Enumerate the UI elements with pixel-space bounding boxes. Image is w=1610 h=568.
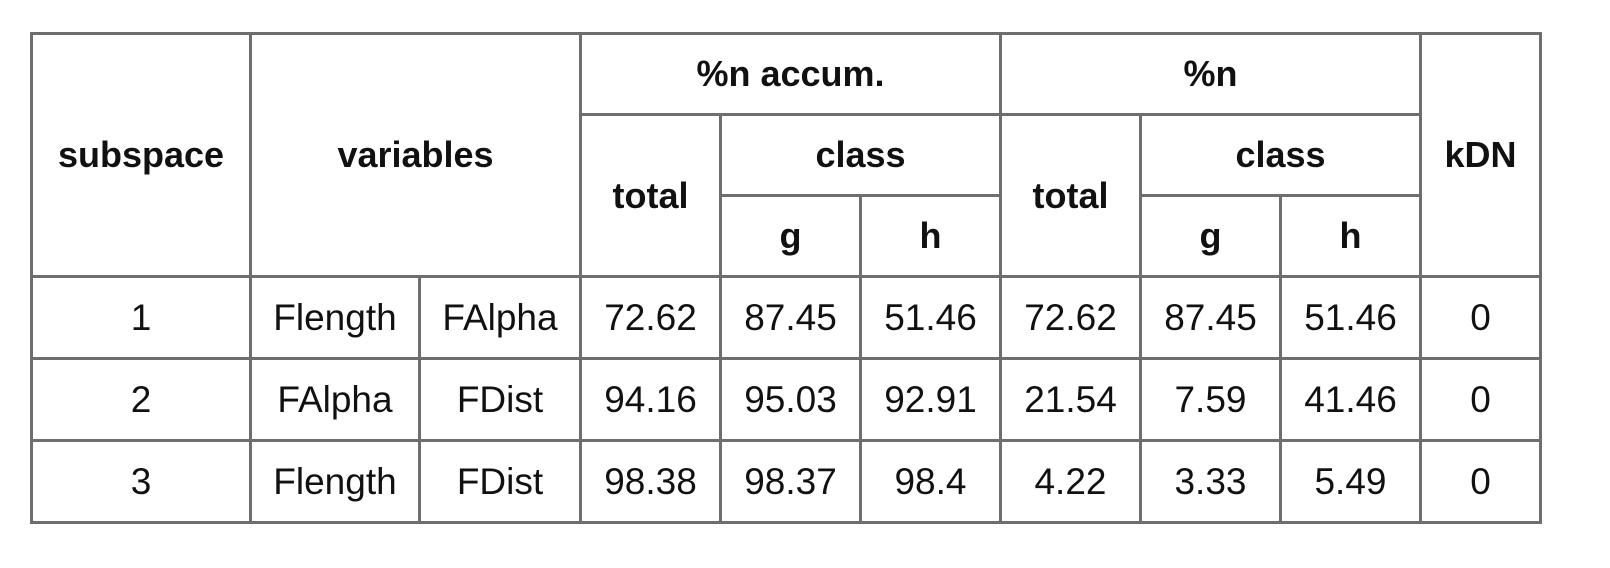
cell-n-h: 5.49 [1279, 439, 1422, 524]
cell-subspace: 1 [30, 275, 252, 360]
header-variables: variables [249, 32, 582, 278]
header-subspace: subspace [30, 32, 252, 278]
cell-n-total: 72.62 [999, 275, 1142, 360]
cell-n-g: 3.33 [1139, 439, 1282, 524]
header-n-total: total [999, 113, 1142, 278]
header-row-3: g h g h [32, 194, 1541, 278]
cell-variable-1: FAlpha [249, 357, 421, 442]
header-accum-h: h [859, 194, 1002, 278]
header-n-g: g [1139, 194, 1282, 278]
cell-accum-g: 98.37 [719, 439, 862, 524]
header-n-class: class [1139, 113, 1422, 197]
cell-subspace: 3 [30, 439, 252, 524]
cell-accum-h: 92.91 [859, 357, 1002, 442]
cell-variable-2: FDist [418, 357, 582, 442]
cell-n-h: 51.46 [1279, 275, 1422, 360]
cell-kdn: 0 [1419, 275, 1542, 360]
header-accum-g: g [719, 194, 862, 278]
cell-accum-total: 94.16 [579, 357, 722, 442]
cell-accum-g: 95.03 [719, 357, 862, 442]
cell-subspace: 2 [30, 357, 252, 442]
cell-accum-g: 87.45 [719, 275, 862, 360]
table-row: 1 Flength FAlpha 72.62 87.45 51.46 72.62… [30, 275, 1542, 360]
header-accum-total: total [579, 113, 722, 278]
cell-n-total: 21.54 [999, 357, 1142, 442]
results-table-container: subspace variables %n accum. %n kDN tota… [30, 32, 1542, 524]
results-table: subspace variables %n accum. %n kDN tota… [30, 32, 1542, 524]
cell-variable-2: FDist [418, 439, 582, 524]
cell-kdn: 0 [1419, 357, 1542, 442]
cell-accum-h: 98.4 [859, 439, 1002, 524]
cell-variable-1: Flength [249, 275, 421, 360]
cell-variable-2: FAlpha [418, 275, 582, 360]
header-n-group: %n [999, 32, 1422, 116]
header-row-1: subspace variables %n accum. %n kDN [30, 32, 1542, 278]
header-row-2: total class total class [32, 113, 1541, 278]
cell-accum-h: 51.46 [859, 275, 1002, 360]
cell-n-g: 7.59 [1139, 357, 1282, 442]
header-accum-group: %n accum. [579, 32, 1002, 116]
header-accum-class: class [719, 113, 1002, 197]
table-row: 2 FAlpha FDist 94.16 95.03 92.91 21.54 7… [30, 357, 1542, 442]
table-row: 3 Flength FDist 98.38 98.37 98.4 4.22 3.… [30, 439, 1542, 524]
cell-kdn: 0 [1419, 439, 1542, 524]
cell-variable-1: Flength [249, 439, 421, 524]
header-n-h: h [1279, 194, 1422, 278]
cell-n-g: 87.45 [1139, 275, 1282, 360]
header-kdn: kDN [1419, 32, 1542, 278]
cell-accum-total: 98.38 [579, 439, 722, 524]
cell-n-total: 4.22 [999, 439, 1142, 524]
cell-accum-total: 72.62 [579, 275, 722, 360]
cell-n-h: 41.46 [1279, 357, 1422, 442]
